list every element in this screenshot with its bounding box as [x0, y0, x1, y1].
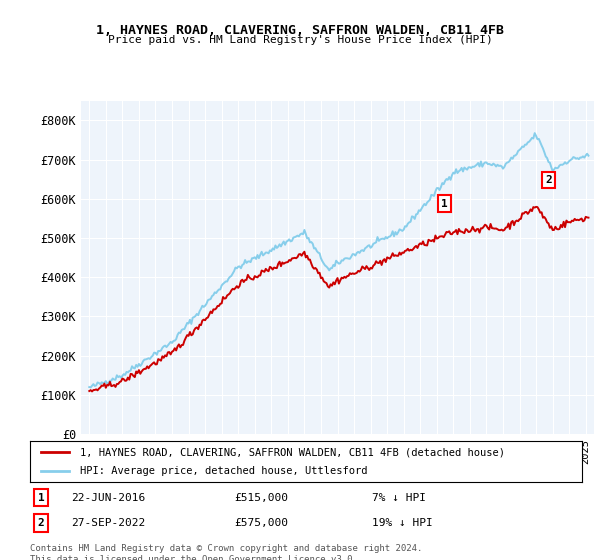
Text: HPI: Average price, detached house, Uttlesford: HPI: Average price, detached house, Uttl…	[80, 466, 367, 475]
Text: Contains HM Land Registry data © Crown copyright and database right 2024.
This d: Contains HM Land Registry data © Crown c…	[30, 544, 422, 560]
Text: £515,000: £515,000	[234, 493, 288, 502]
Text: Price paid vs. HM Land Registry's House Price Index (HPI): Price paid vs. HM Land Registry's House …	[107, 35, 493, 45]
Text: 1: 1	[38, 493, 44, 502]
Text: 1, HAYNES ROAD, CLAVERING, SAFFRON WALDEN, CB11 4FB (detached house): 1, HAYNES ROAD, CLAVERING, SAFFRON WALDE…	[80, 447, 505, 457]
Text: 27-SEP-2022: 27-SEP-2022	[71, 518, 146, 528]
Text: 1: 1	[441, 199, 448, 209]
Text: 19% ↓ HPI: 19% ↓ HPI	[372, 518, 433, 528]
Text: 22-JUN-2016: 22-JUN-2016	[71, 493, 146, 502]
Text: £575,000: £575,000	[234, 518, 288, 528]
Text: 7% ↓ HPI: 7% ↓ HPI	[372, 493, 426, 502]
Text: 2: 2	[38, 518, 44, 528]
Text: 1, HAYNES ROAD, CLAVERING, SAFFRON WALDEN, CB11 4FB: 1, HAYNES ROAD, CLAVERING, SAFFRON WALDE…	[96, 24, 504, 36]
Text: 2: 2	[545, 175, 552, 185]
